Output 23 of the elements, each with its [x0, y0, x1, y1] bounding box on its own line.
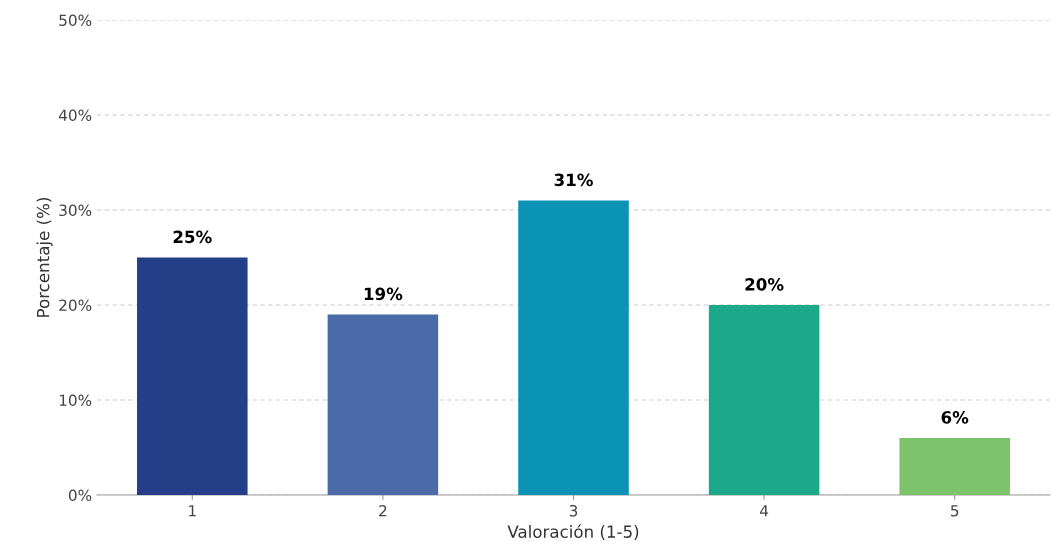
data-label: 20%	[745, 278, 784, 291]
x-axis-title: Valoración (1-5)	[507, 524, 639, 540]
data-label: 19%	[364, 287, 403, 301]
x-tick-label: 4	[759, 505, 769, 517]
y-axis-title: Porcentaje (%)	[36, 198, 53, 317]
bar	[327, 314, 439, 495]
data-label: 6%	[941, 411, 969, 424]
bar	[708, 305, 820, 495]
x-tick-label: 3	[569, 504, 578, 517]
bar	[899, 438, 1010, 495]
y-tick-label: 40%	[58, 109, 92, 122]
data-label: 25%	[173, 230, 212, 244]
data-label: 31%	[554, 173, 593, 187]
x-tick-label: 5	[951, 505, 959, 517]
y-tick-label: 0%	[68, 489, 92, 502]
y-tick-label: 30%	[59, 204, 92, 217]
x-tick-label: 1	[189, 505, 196, 517]
x-tick-label: 2	[379, 504, 387, 517]
bar	[137, 257, 248, 495]
y-tick-label: 10%	[59, 394, 92, 407]
y-tick-label: 50%	[59, 14, 92, 27]
y-tick-label: 20%	[59, 299, 92, 312]
bar	[518, 200, 629, 495]
